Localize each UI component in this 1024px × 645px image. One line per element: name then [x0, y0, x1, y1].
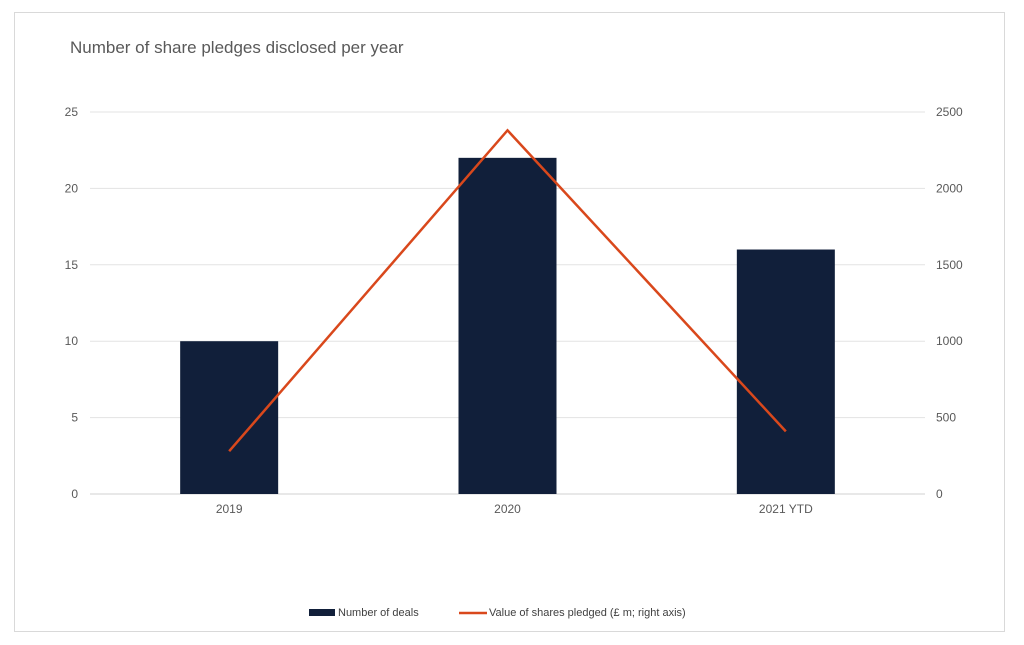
right-axis-tick-label: 0 [936, 487, 943, 501]
left-axis-ticks: 0 5 10 15 20 25 [65, 105, 79, 501]
right-axis-tick-label: 1000 [936, 334, 963, 348]
x-axis-tick-label: 2021 YTD [759, 502, 813, 516]
bar [736, 249, 835, 494]
right-axis-tick-label: 2500 [936, 105, 963, 119]
right-axis-tick-label: 1500 [936, 258, 963, 272]
legend: Number of deals Value of shares pledged (… [309, 607, 686, 619]
legend-swatch-bars [309, 609, 335, 616]
right-axis-tick-label: 2000 [936, 181, 963, 195]
legend-label-bars: Number of deals [338, 607, 419, 619]
bar [458, 157, 557, 494]
chart-title: Number of share pledges disclosed per ye… [70, 38, 404, 57]
x-axis-ticks: 2019 2020 2021 YTD [216, 502, 813, 516]
left-axis-tick-label: 20 [65, 181, 79, 195]
left-axis-tick-label: 0 [71, 487, 78, 501]
bar [180, 341, 279, 494]
left-axis-tick-label: 25 [65, 105, 79, 119]
right-axis-tick-label: 500 [936, 411, 956, 425]
left-axis-tick-label: 5 [71, 411, 78, 425]
x-axis-tick-label: 2019 [216, 502, 243, 516]
left-axis-tick-label: 15 [65, 258, 79, 272]
legend-label-line: Value of shares pledged (£ m; right axis… [489, 607, 686, 619]
right-axis-ticks: 0 500 1000 1500 2000 2500 [936, 105, 963, 501]
line-series [228, 128, 787, 453]
x-axis-tick-label: 2020 [494, 502, 521, 516]
bar-series [180, 157, 835, 494]
left-axis-tick-label: 10 [65, 334, 79, 348]
